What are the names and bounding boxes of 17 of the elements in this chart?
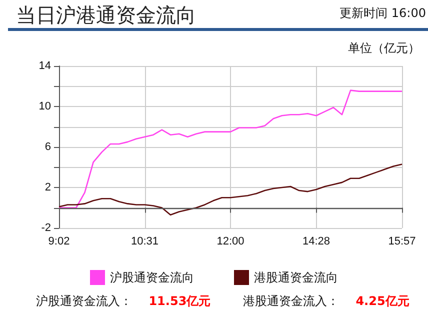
x-tick-label: 14:28	[302, 236, 330, 248]
text: 沪股通资金流入： 11.53亿元	[36, 294, 211, 308]
x-tick-label: 10:31	[130, 236, 159, 248]
text: 更新时间 16:00	[340, 5, 426, 22]
y-tick-label: -2	[41, 222, 51, 234]
y-axis-title: 单位（亿元）	[348, 40, 420, 57]
y-tick-label: 2	[44, 182, 51, 194]
y-tick-label: 6	[44, 141, 51, 153]
y-tick-label: 14	[38, 60, 51, 72]
x-tick-label: 9:02	[48, 236, 70, 248]
legend-label: 沪股通资金流向	[110, 270, 194, 284]
y-tick-label: 10	[38, 100, 51, 112]
x-tick-label: 15:57	[388, 236, 416, 248]
text: 港股通资金流入： 4.25亿元	[243, 294, 410, 308]
chart-title: 当日沪港通资金流向	[16, 2, 196, 29]
legend-label: 港股通资金流向	[254, 270, 338, 284]
x-tick-label: 12:00	[216, 236, 244, 248]
